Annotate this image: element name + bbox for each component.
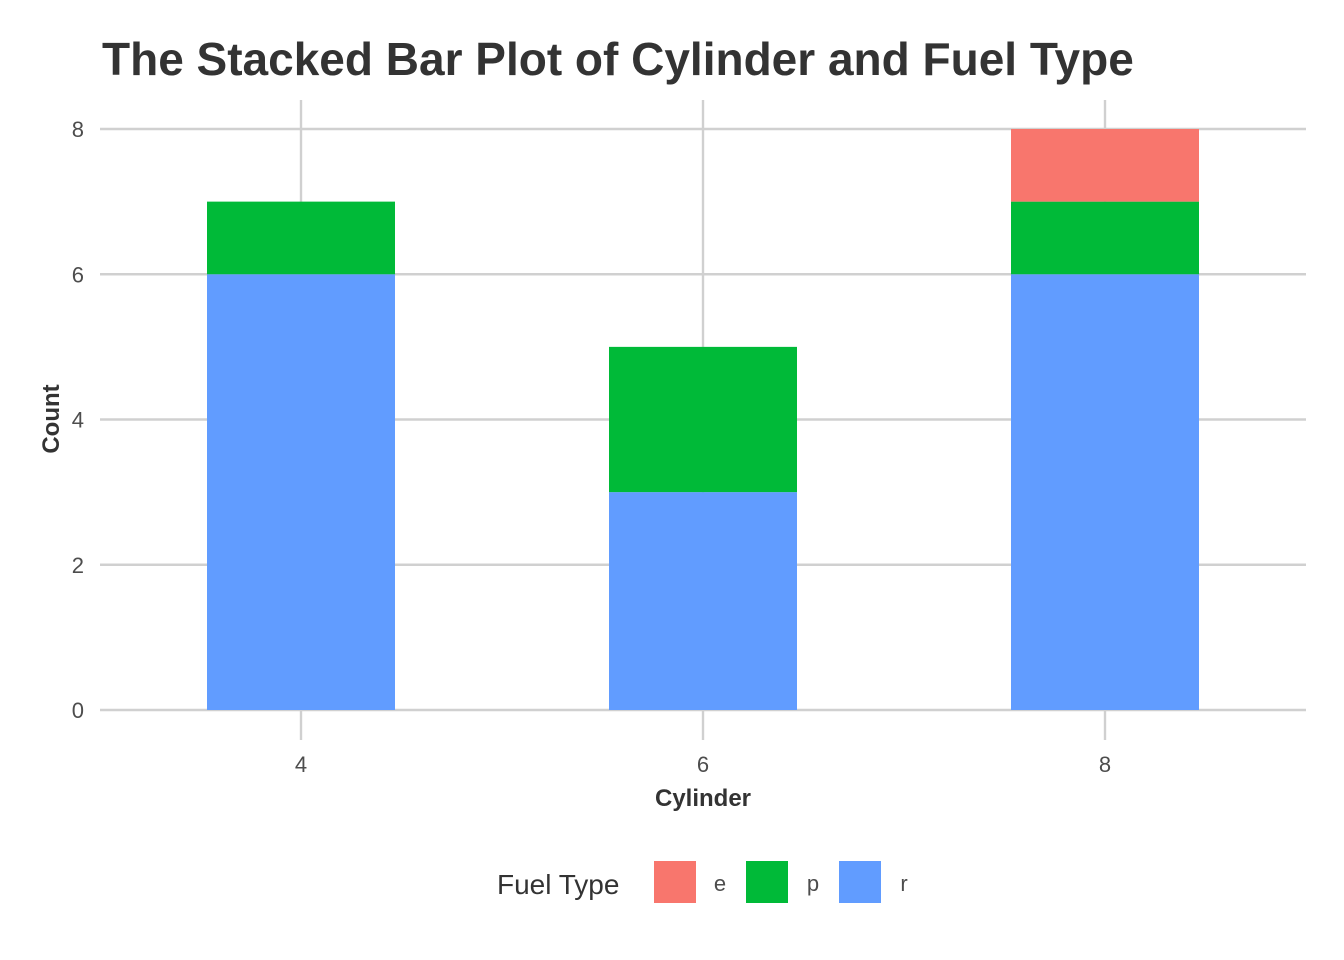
x-axis-ticks: 4 6 8	[295, 752, 1111, 777]
legend-label-r: r	[900, 871, 907, 896]
bar-segment-r-cyl-4	[207, 274, 395, 710]
bar-segment-p-cyl-8	[1011, 201, 1199, 275]
legend-swatch-e	[654, 861, 696, 903]
legend-swatch-p	[746, 861, 788, 903]
bar-segment-r-cyl-8	[1011, 274, 1199, 710]
x-tick-label: 4	[295, 752, 307, 777]
bar-segment-e-cyl-8	[1011, 129, 1199, 202]
x-tick-label: 6	[697, 752, 709, 777]
y-tick-label: 8	[72, 117, 84, 142]
legend-label-e: e	[714, 871, 726, 896]
y-axis-title: Count	[38, 384, 65, 453]
bar-segment-p-cyl-6	[609, 346, 797, 493]
y-tick-label: 6	[72, 262, 84, 287]
y-axis-ticks: 0 2 4 6 8	[72, 117, 84, 723]
y-tick-label: 4	[72, 408, 84, 433]
legend-swatch-r	[839, 861, 881, 903]
bar-segment-p-cyl-4	[207, 201, 395, 275]
legend-label-p: p	[807, 871, 819, 896]
x-tick-label: 8	[1099, 752, 1111, 777]
legend: Fuel Type e p r	[497, 861, 908, 903]
x-axis-title: Cylinder	[655, 785, 751, 812]
bar-segment-r-cyl-6	[609, 492, 797, 710]
chart-title: The Stacked Bar Plot of Cylinder and Fue…	[102, 33, 1134, 85]
y-tick-label: 0	[72, 698, 84, 723]
bars	[207, 129, 1199, 710]
legend-title: Fuel Type	[497, 869, 619, 900]
y-tick-label: 2	[72, 553, 84, 578]
